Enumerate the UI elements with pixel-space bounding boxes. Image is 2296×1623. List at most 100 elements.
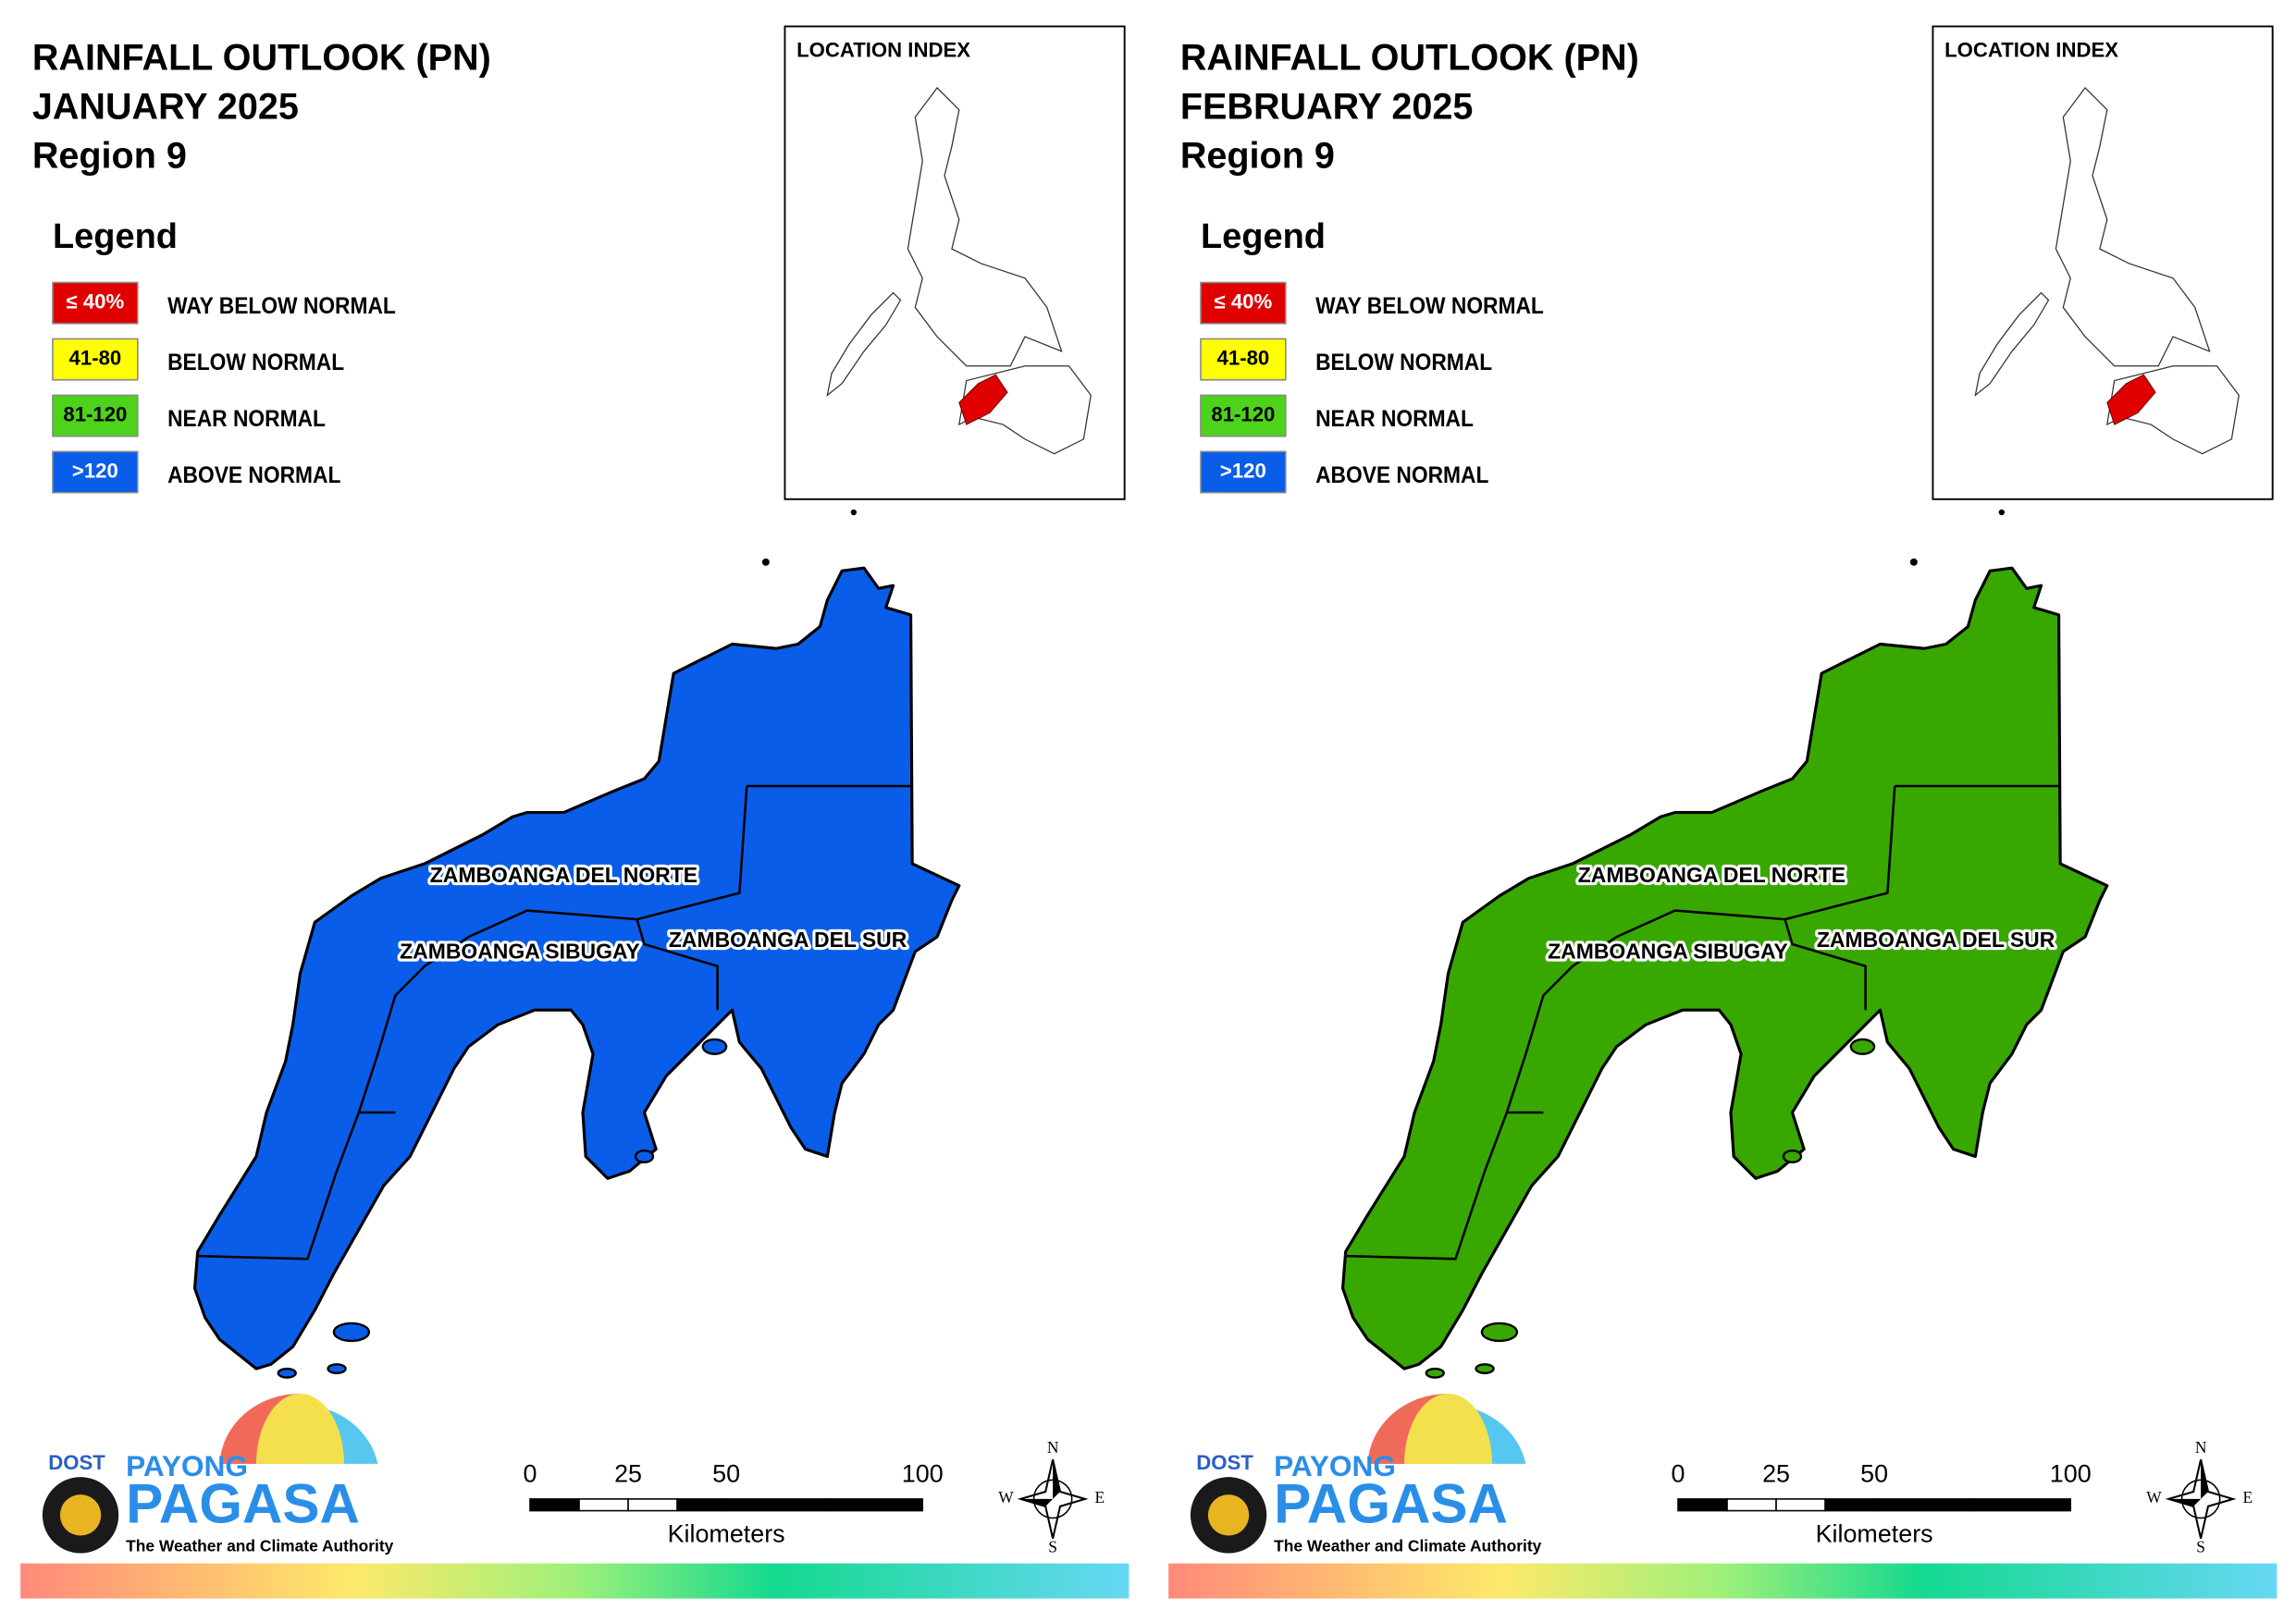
compass-letter: E [1094, 1488, 1105, 1506]
islet [332, 1322, 371, 1343]
scale-label: 50 [712, 1460, 740, 1488]
scale-segment [1775, 1498, 1826, 1512]
map-panel: RAINFALL OUTLOOK (PN) FEBRUARY 2025 Region… [1168, 25, 2277, 1599]
islet [761, 558, 770, 566]
province-label: ZAMBOANGA DEL SUR [669, 928, 907, 952]
map-title: RAINFALL OUTLOOK (PN) [32, 37, 491, 78]
legend-swatch [1200, 394, 1287, 437]
legend-swatch-text: ≤ 40% [67, 290, 125, 314]
islet [850, 509, 858, 516]
legend-label: NEAR NORMAL [1315, 406, 1474, 432]
compass-letter: N [1047, 1438, 1059, 1457]
compass-rose [2165, 1458, 2237, 1539]
province-boundary [1345, 785, 1896, 1260]
scale-label: 25 [614, 1460, 642, 1488]
map-panel: RAINFALL OUTLOOK (PN) JANUARY 2025 Region … [20, 25, 1129, 1599]
islet [1475, 1363, 1495, 1374]
logo-text: PAYONG [126, 1449, 248, 1482]
islet [1909, 558, 1918, 566]
logo-umbrella [256, 1393, 344, 1464]
legend-label: NEAR NORMAL [167, 406, 326, 432]
legend-label: ABOVE NORMAL [1315, 462, 1488, 488]
compass-letter: S [2196, 1538, 2205, 1556]
footer-bar [20, 1563, 1129, 1599]
map-title: JANUARY 2025 [32, 86, 299, 127]
logo-text: The Weather and Climate Authority [126, 1537, 393, 1555]
scale-segment [529, 1498, 580, 1512]
province-label: ZAMBOANGA SIBUGAY [1548, 940, 1788, 964]
location-outline [2055, 87, 2211, 367]
legend-swatch [52, 394, 139, 437]
scale-segment [1971, 1498, 2072, 1512]
scale-label: 50 [1860, 1460, 1888, 1488]
scale-segment [1726, 1498, 1777, 1512]
legend-swatch-text: 41-80 [1217, 346, 1270, 369]
province-boundary [636, 918, 719, 1011]
logo-text: The Weather and Climate Authority [1274, 1537, 1541, 1555]
legend-swatch [52, 450, 139, 494]
footer-bar [1168, 1563, 2277, 1599]
compass-letter: W [998, 1488, 1014, 1506]
province-label: ZAMBOANGA DEL SUR [1817, 928, 2055, 952]
logo-umbrella [1404, 1393, 1492, 1464]
islet [1425, 1367, 1445, 1379]
compass-letter: N [2195, 1438, 2207, 1457]
scale-label: 100 [2050, 1460, 2092, 1488]
legend-label: BELOW NORMAL [1315, 350, 1492, 375]
islet [701, 1038, 728, 1055]
scale-segment [1677, 1498, 1728, 1512]
compass-ring [2180, 1479, 2221, 1519]
legend-title: Legend [53, 217, 178, 256]
region-area [192, 566, 961, 1371]
map-title: FEBRUARY 2025 [1180, 86, 1474, 127]
compass-ring [1032, 1479, 1073, 1519]
islet [277, 1367, 297, 1379]
legend-swatch [1200, 281, 1287, 325]
legend-swatch-text: 41-80 [69, 346, 122, 369]
map-title: Region 9 [1180, 135, 1335, 176]
legend-label: WAY BELOW NORMAL [1315, 293, 1544, 319]
legend-swatch-text: ≤ 40% [1215, 290, 1273, 314]
logo-text: PAGASA [1274, 1472, 1508, 1534]
logo-text: PAGASA [126, 1472, 360, 1534]
province-label: ZAMBOANGA SIBUGAY [400, 940, 640, 964]
location-outline [907, 87, 1063, 367]
islet [1998, 509, 2006, 516]
scale-segment [725, 1498, 825, 1512]
scale-segment [578, 1498, 629, 1512]
legend-swatch-text: >120 [1220, 459, 1266, 482]
scale-segment [627, 1498, 678, 1512]
location-outline [1974, 291, 2050, 397]
province-label: ZAMBOANGA DEL NORTE [430, 863, 697, 887]
legend-label: ABOVE NORMAL [167, 462, 340, 488]
islet [634, 1149, 655, 1164]
legend-label: BELOW NORMAL [167, 350, 344, 375]
logo-emblem [59, 1494, 102, 1536]
map-title: Region 9 [32, 135, 187, 176]
scale-label: 100 [902, 1460, 944, 1488]
legend-swatch-text: >120 [72, 459, 118, 482]
legend-swatch [52, 281, 139, 325]
province-boundary [1784, 918, 1867, 1011]
logo-text: PAYONG [1274, 1449, 1396, 1482]
scale-unit: Kilometers [668, 1520, 785, 1548]
legend-swatch-text: 81-120 [1211, 402, 1275, 425]
scale-segment [1873, 1498, 1973, 1512]
location-index-title: LOCATION INDEX [1944, 38, 2118, 61]
province-label: ZAMBOANGA DEL NORTE [1578, 863, 1845, 887]
compass-letter: S [1048, 1538, 1057, 1556]
location-outline [826, 291, 902, 397]
legend-label: WAY BELOW NORMAL [167, 293, 396, 319]
scale-segment [823, 1498, 924, 1512]
legend-swatch [1200, 338, 1287, 381]
legend-swatch [52, 338, 139, 381]
map-title: RAINFALL OUTLOOK (PN) [1180, 37, 1639, 78]
islet [1480, 1322, 1519, 1343]
location-highlight [2106, 374, 2156, 425]
region-area [1340, 566, 2109, 1371]
compass-letter: W [2146, 1488, 2162, 1506]
islet [1782, 1149, 1803, 1164]
islet [1849, 1038, 1876, 1055]
scale-segment [1824, 1498, 1875, 1512]
location-index-title: LOCATION INDEX [796, 38, 970, 61]
